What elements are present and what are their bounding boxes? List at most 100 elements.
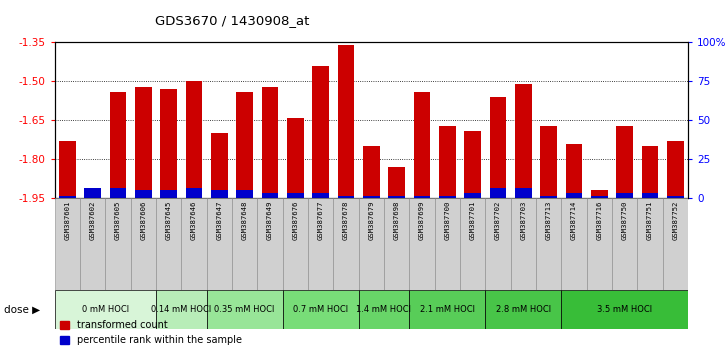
Text: dose ▶: dose ▶ (4, 305, 40, 315)
Text: 3.5 mM HOCl: 3.5 mM HOCl (597, 305, 652, 314)
Bar (160, 89, 177, 198)
Bar (486, 290, 561, 329)
Bar (439, 126, 456, 198)
FancyBboxPatch shape (384, 198, 409, 290)
FancyBboxPatch shape (181, 198, 207, 290)
Bar (439, 196, 456, 198)
Text: GSM387703: GSM387703 (521, 201, 526, 240)
Text: GSM387700: GSM387700 (444, 201, 451, 240)
FancyBboxPatch shape (612, 198, 637, 290)
Text: 0.14 mM HOCl: 0.14 mM HOCl (151, 305, 211, 314)
Text: GSM387678: GSM387678 (343, 201, 349, 240)
FancyBboxPatch shape (80, 198, 106, 290)
Bar (207, 290, 282, 329)
Text: GSM387679: GSM387679 (368, 201, 374, 240)
Text: GSM387647: GSM387647 (216, 201, 222, 240)
Bar (490, 188, 506, 198)
FancyBboxPatch shape (409, 198, 435, 290)
Bar (186, 188, 202, 198)
FancyBboxPatch shape (536, 198, 561, 290)
Text: 0.7 mM HOCl: 0.7 mM HOCl (293, 305, 348, 314)
Bar (591, 196, 608, 198)
Bar (566, 193, 582, 198)
Text: GSM387713: GSM387713 (545, 201, 552, 240)
Bar (135, 190, 151, 198)
FancyBboxPatch shape (460, 198, 486, 290)
Text: GDS3670 / 1430908_at: GDS3670 / 1430908_at (155, 14, 309, 27)
FancyBboxPatch shape (637, 198, 662, 290)
Text: 0 mM HOCl: 0 mM HOCl (82, 305, 129, 314)
Text: GSM387677: GSM387677 (317, 201, 324, 240)
Text: GSM387649: GSM387649 (267, 201, 273, 240)
Bar (237, 190, 253, 198)
Bar (110, 92, 126, 198)
Text: GSM387699: GSM387699 (419, 201, 425, 240)
Bar (566, 144, 582, 198)
Bar (160, 190, 177, 198)
Text: GSM387602: GSM387602 (90, 201, 95, 240)
Bar (282, 290, 359, 329)
Text: GSM387752: GSM387752 (672, 201, 678, 240)
Bar (84, 188, 101, 198)
Bar (414, 196, 430, 198)
FancyBboxPatch shape (435, 198, 460, 290)
Bar (641, 193, 658, 198)
Bar (186, 81, 202, 198)
FancyBboxPatch shape (55, 198, 80, 290)
Bar (312, 66, 329, 198)
Bar (55, 290, 156, 329)
Bar (59, 141, 76, 198)
Bar (540, 126, 557, 198)
Bar (414, 92, 430, 198)
Text: 1.4 mM HOCl: 1.4 mM HOCl (357, 305, 411, 314)
FancyBboxPatch shape (359, 198, 384, 290)
Bar (515, 188, 531, 198)
Bar (409, 290, 486, 329)
Text: GSM387750: GSM387750 (622, 201, 628, 240)
Bar (591, 190, 608, 198)
FancyBboxPatch shape (207, 198, 232, 290)
Bar (338, 45, 355, 198)
Text: GSM387648: GSM387648 (242, 201, 248, 240)
Bar (363, 146, 379, 198)
FancyBboxPatch shape (257, 198, 282, 290)
FancyBboxPatch shape (130, 198, 156, 290)
Bar (110, 188, 126, 198)
Bar (363, 196, 379, 198)
Bar (464, 193, 481, 198)
Bar (641, 146, 658, 198)
FancyBboxPatch shape (561, 198, 587, 290)
FancyBboxPatch shape (333, 198, 359, 290)
Bar (211, 133, 228, 198)
Bar (359, 290, 409, 329)
FancyBboxPatch shape (282, 198, 308, 290)
Text: GSM387601: GSM387601 (64, 201, 71, 240)
Bar (388, 167, 405, 198)
Bar (287, 193, 304, 198)
Bar (388, 196, 405, 198)
Bar (540, 196, 557, 198)
Text: GSM387646: GSM387646 (191, 201, 197, 240)
FancyBboxPatch shape (308, 198, 333, 290)
FancyBboxPatch shape (156, 198, 181, 290)
FancyBboxPatch shape (106, 198, 130, 290)
Bar (261, 87, 278, 198)
Text: GSM387714: GSM387714 (571, 201, 577, 240)
Bar (667, 141, 684, 198)
Bar (464, 131, 481, 198)
Text: GSM387716: GSM387716 (596, 201, 602, 240)
Bar (211, 190, 228, 198)
FancyBboxPatch shape (662, 198, 688, 290)
Text: GSM387605: GSM387605 (115, 201, 121, 240)
Legend: transformed count, percentile rank within the sample: transformed count, percentile rank withi… (56, 316, 246, 349)
Text: GSM387702: GSM387702 (495, 201, 501, 240)
FancyBboxPatch shape (486, 198, 510, 290)
Bar (338, 196, 355, 198)
Bar (237, 92, 253, 198)
Text: GSM387698: GSM387698 (394, 201, 400, 240)
Bar (617, 126, 633, 198)
Text: 2.8 mM HOCl: 2.8 mM HOCl (496, 305, 551, 314)
Text: GSM387751: GSM387751 (647, 201, 653, 240)
Bar (156, 290, 207, 329)
Bar (617, 193, 633, 198)
